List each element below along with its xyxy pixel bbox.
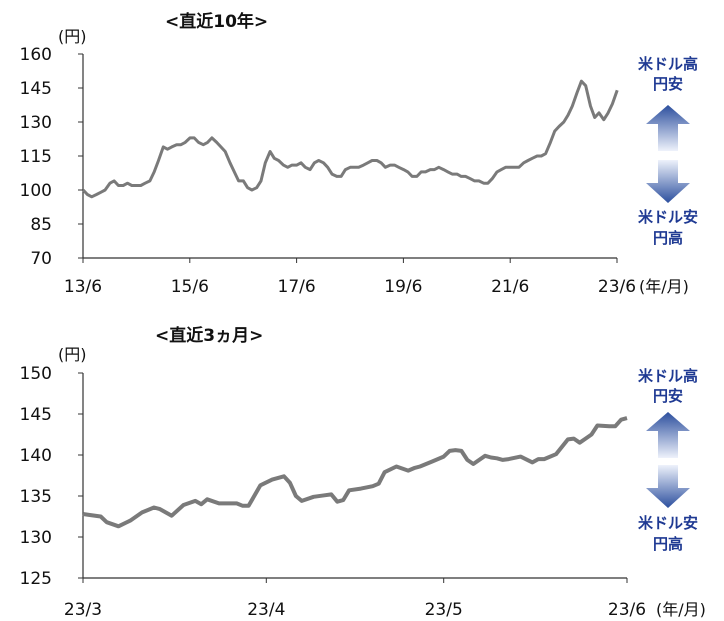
y-tick-label: 135 xyxy=(20,487,52,507)
x-tick-label: 23/6 xyxy=(598,277,636,297)
x-axis-unit: (年/月) xyxy=(656,600,706,619)
x-tick-label: 21/6 xyxy=(491,277,529,297)
y-tick-label: 160 xyxy=(20,45,52,65)
y-tick-label: 145 xyxy=(20,79,52,99)
x-tick-label: 23/3 xyxy=(64,600,102,620)
y-axis-unit: (円) xyxy=(58,27,87,46)
x-tick-label: 23/5 xyxy=(425,600,463,620)
up-label-line1: 米ドル高 xyxy=(638,367,698,385)
down-arrow-icon xyxy=(646,160,690,203)
y-tick-label: 85 xyxy=(30,215,52,235)
y-tick-label: 100 xyxy=(20,181,52,201)
x-axis-unit: (年/月) xyxy=(639,277,689,296)
y-tick-label: 140 xyxy=(20,446,52,466)
up-label-line2: 円安 xyxy=(653,387,683,405)
up-label-line1: 米ドル高 xyxy=(638,55,698,73)
y-tick-label: 130 xyxy=(20,528,52,548)
direction-indicator: 米ドル高 円安 米ドル安 円高 xyxy=(638,55,698,247)
direction-indicator: 米ドル高 円安 米ドル安 円高 xyxy=(638,367,698,553)
y-tick-label: 115 xyxy=(20,147,52,167)
up-arrow-icon xyxy=(646,412,690,458)
x-tick-label: 13/6 xyxy=(64,277,102,297)
down-label-line1: 米ドル安 xyxy=(638,208,698,226)
chart-panel-10-year: <直近10年> (円) (年/月) 160 145 130 115 100 85 70 13… xyxy=(20,11,698,297)
x-tick-label: 15/6 xyxy=(171,277,209,297)
x-tick-label: 23/6 xyxy=(608,600,646,620)
y-axis-unit: (円) xyxy=(58,345,87,364)
y-tick-label: 125 xyxy=(20,569,52,589)
y-tick-label: 130 xyxy=(20,113,52,133)
chart-panel-3-month: <直近3ヵ月> (円) (年/月) 150 145 140 135 130 125 23/… xyxy=(20,325,706,620)
down-label-line2: 円高 xyxy=(653,535,683,553)
series-line xyxy=(82,416,628,529)
chart-title: <直近10年> xyxy=(165,11,268,32)
up-label-line2: 円安 xyxy=(653,75,683,93)
up-arrow-icon xyxy=(646,105,690,151)
y-tick-label: 145 xyxy=(20,405,52,425)
y-tick-label: 70 xyxy=(30,249,52,269)
down-label-line1: 米ドル安 xyxy=(638,514,698,532)
x-tick-label: 17/6 xyxy=(278,277,316,297)
x-tick-label: 23/4 xyxy=(247,600,285,620)
chart-title: <直近3ヵ月> xyxy=(155,325,263,346)
down-label-line2: 円高 xyxy=(653,229,683,247)
series-line xyxy=(82,79,619,199)
down-arrow-icon xyxy=(646,465,690,508)
y-tick-label: 150 xyxy=(20,364,52,384)
x-tick-label: 19/6 xyxy=(384,277,422,297)
